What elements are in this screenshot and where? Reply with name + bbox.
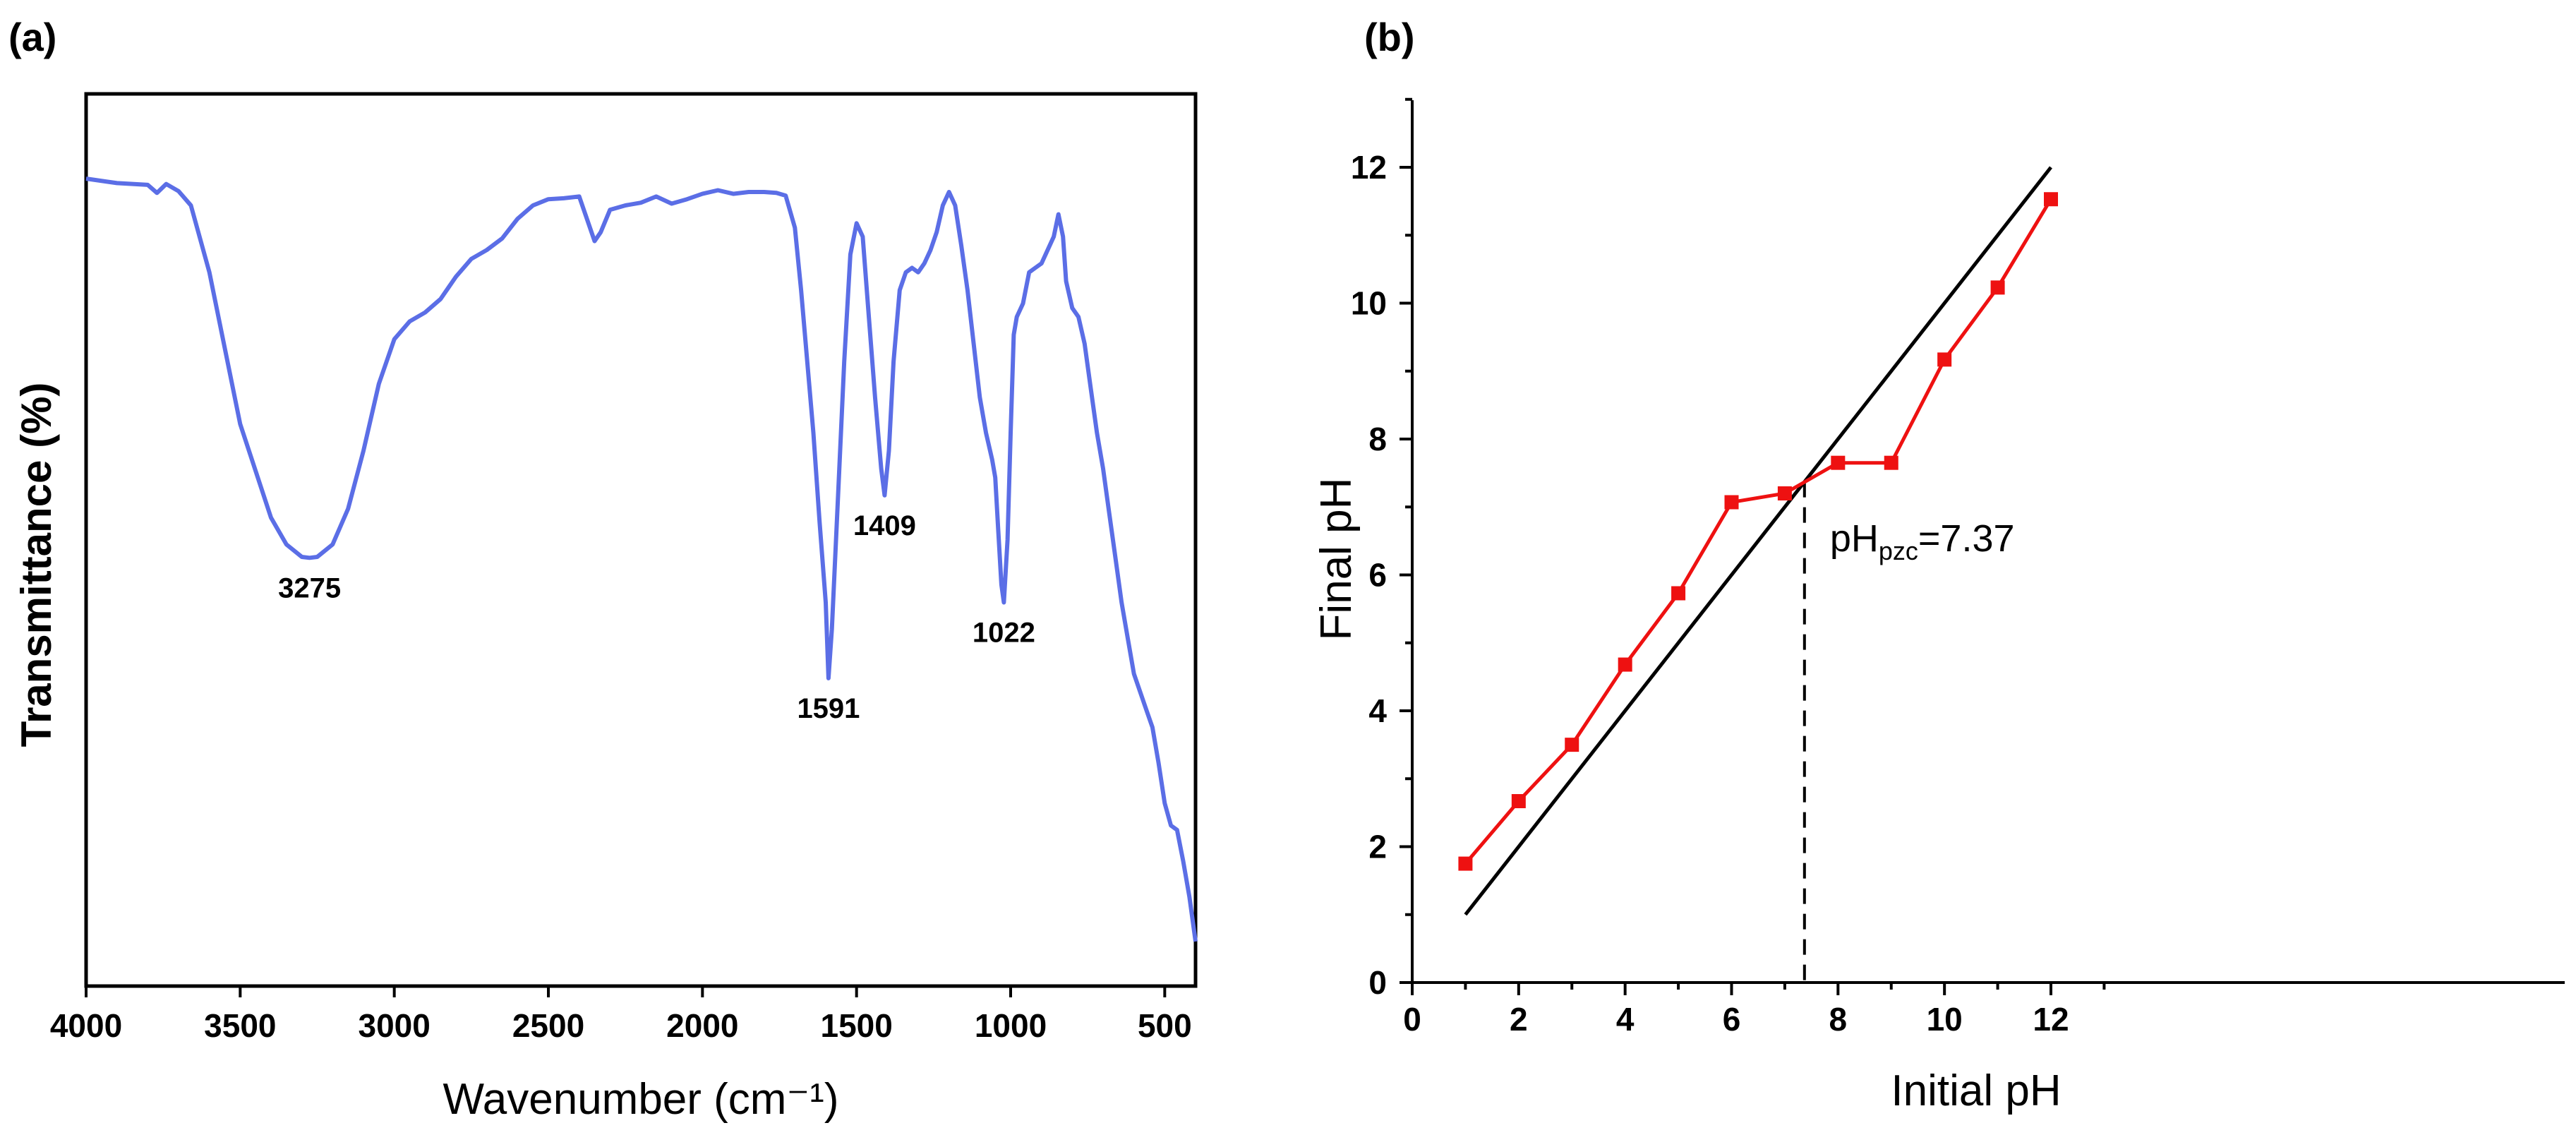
x-tick-label: 2500 (512, 1007, 584, 1044)
x-tick-label: 3500 (204, 1007, 276, 1044)
pzc-main-text: pH (1830, 517, 1879, 560)
x-tick-label: 500 (1138, 1007, 1192, 1044)
peak-label: 1409 (853, 510, 916, 541)
pzc-subscript-text: pzc (1879, 536, 1918, 565)
peak-label: 3275 (278, 572, 341, 603)
panel-b-final-ph-line (1464, 198, 2053, 865)
data-point-marker (2044, 192, 2058, 207)
panel-a-y-axis-title: Transmittance (%) (13, 383, 60, 747)
data-point-marker (1671, 586, 1686, 601)
data-point-marker (1990, 280, 2005, 295)
x-tick-label: 0 (1403, 1001, 1421, 1038)
x-tick-label: 10 (1927, 1001, 1963, 1038)
x-tick-label: 2000 (666, 1007, 738, 1044)
y-tick-label: 12 (1351, 149, 1387, 186)
data-point-marker (1458, 856, 1473, 871)
peak-label: 1022 (973, 617, 1035, 648)
y-tick-label: 8 (1368, 421, 1387, 457)
panel-b-ticks (1400, 97, 2106, 995)
x-tick-label: 2 (1510, 1001, 1528, 1038)
data-point-marker (1884, 455, 1898, 470)
x-tick-label: 3000 (358, 1007, 430, 1044)
x-tick-label: 8 (1829, 1001, 1848, 1038)
y-tick-label: 10 (1351, 285, 1387, 322)
panel-b-markers (1458, 192, 2058, 871)
panel-b-tick-labels: 0 2 4 6 8 10 12 0 2 4 6 8 10 12 (1351, 149, 2069, 1038)
panel-a-label: (a) (8, 15, 56, 59)
panel-b-x-axis-title: Initial pH (1891, 1067, 2061, 1115)
x-tick-label: 12 (2033, 1001, 2069, 1038)
data-point-marker (1937, 352, 1952, 367)
y-tick-label: 4 (1368, 692, 1387, 729)
panel-b-y-axis-title: Final pH (1312, 478, 1361, 641)
pzc-value-text: =7.37 (1918, 517, 2015, 560)
panel-a: (a) 4000 3500 3000 2500 2000 1500 1000 500 3275… (8, 15, 1198, 1124)
data-point-marker (1777, 486, 1792, 500)
y-tick-label: 6 (1368, 557, 1387, 594)
peak-label: 1591 (797, 693, 860, 724)
x-tick-label: 6 (1723, 1001, 1741, 1038)
x-tick-label: 1500 (820, 1007, 892, 1044)
data-point-marker (1565, 738, 1579, 752)
panel-b-pzc-annotation: pHpzc=7.37 (1830, 517, 2015, 565)
data-point-marker (1511, 794, 1526, 809)
y-tick-label: 0 (1368, 964, 1387, 1001)
panel-a-x-ticks (85, 986, 1167, 997)
panel-a-x-tick-labels: 4000 3500 3000 2500 2000 1500 1000 500 (50, 1007, 1192, 1044)
x-tick-label: 4 (1616, 1001, 1635, 1038)
panel-b-label: (b) (1364, 15, 1415, 59)
panel-a-plot-frame (84, 92, 1198, 988)
panel-a-spectrum-line (85, 176, 1198, 942)
data-point-marker (1724, 495, 1739, 510)
panel-a-peak-labels: 3275 1591 1409 1022 (278, 510, 1035, 724)
x-tick-label: 4000 (50, 1007, 122, 1044)
panel-b: (b) 0 2 4 6 8 10 12 0 2 4 6 8 10 12 pHpzc=7.37 Initia… (1312, 15, 2565, 1115)
panel-b-reference-line (1464, 166, 2052, 916)
data-point-marker (1618, 657, 1632, 672)
x-tick-label: 1000 (975, 1007, 1047, 1044)
y-tick-label: 2 (1368, 829, 1387, 865)
data-point-marker (1831, 455, 1846, 470)
panel-a-x-axis-title: Wavenumber (cm⁻¹) (443, 1075, 839, 1124)
